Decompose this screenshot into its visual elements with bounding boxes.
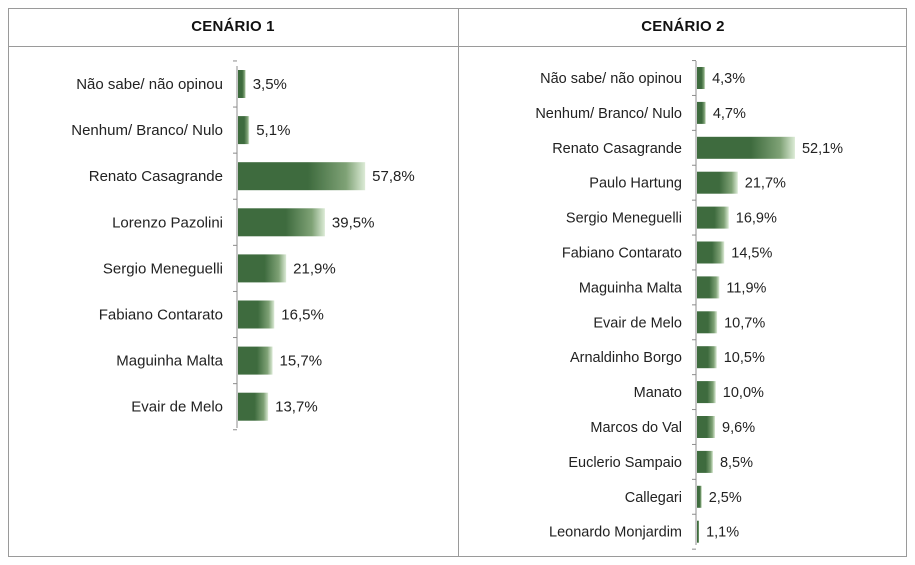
bar-c2-12 <box>697 485 702 508</box>
header-divider <box>8 46 907 47</box>
value-label: 1,1% <box>706 525 739 541</box>
value-label: 39,5% <box>332 214 375 231</box>
category-label: Maguinha Malta <box>116 353 223 370</box>
value-label: 13,7% <box>275 399 318 416</box>
bar-c2-1 <box>697 101 706 124</box>
bar-c2-11 <box>697 450 713 473</box>
category-label: Sergio Meneguelli <box>566 211 682 227</box>
value-label: 21,9% <box>293 260 336 277</box>
bar-c1-3 <box>238 208 325 237</box>
bar-c1-6 <box>238 346 273 375</box>
bar-c1-7 <box>238 392 269 421</box>
category-label: Manato <box>634 385 682 401</box>
category-label: Sergio Meneguelli <box>103 260 223 277</box>
bar-c2-13 <box>697 520 700 543</box>
bar-c2-5 <box>697 241 725 264</box>
category-label: Nenhum/ Branco/ Nulo <box>535 106 682 122</box>
category-label: Evair de Melo <box>131 399 223 416</box>
value-label: 14,5% <box>731 246 772 262</box>
value-label: 16,5% <box>281 307 324 324</box>
bar-c1-4 <box>238 254 287 283</box>
category-label: Paulo Hartung <box>589 176 682 192</box>
value-label: 52,1% <box>802 141 843 157</box>
category-label: Renato Casagrande <box>552 141 682 157</box>
bar-c2-4 <box>697 206 729 229</box>
value-label: 15,7% <box>280 353 323 370</box>
bar-c2-3 <box>697 171 738 194</box>
scenario-1-chart: Não sabe/ não opinou 3,5% Nenhum/ Branco/ … <box>71 60 415 431</box>
category-label: Não sabe/ não opinou <box>76 76 223 93</box>
category-label: Nenhum/ Branco/ Nulo <box>71 122 223 139</box>
bar-c2-6 <box>697 276 720 299</box>
value-label: 21,7% <box>745 176 786 192</box>
category-label: Evair de Melo <box>593 315 682 331</box>
category-label: Euclerio Sampaio <box>568 455 682 471</box>
value-label: 9,6% <box>722 420 755 436</box>
category-label: Maguinha Malta <box>579 280 683 296</box>
bar-c2-10 <box>697 416 716 438</box>
bar-c1-1 <box>238 116 250 145</box>
value-label: 11,9% <box>726 280 766 296</box>
value-label: 5,1% <box>256 122 290 139</box>
bar-c1-2 <box>238 162 366 191</box>
column-divider <box>458 8 459 557</box>
bar-c2-8 <box>697 346 717 369</box>
category-label: Fabiano Contarato <box>562 246 682 262</box>
value-label: 2,5% <box>709 490 742 506</box>
scenario-2-chart: Não sabe/ não opinou 4,3% Nenhum/ Branco/ … <box>535 60 843 550</box>
value-label: 8,5% <box>720 455 753 471</box>
value-label: 10,5% <box>724 350 765 366</box>
bar-c2-7 <box>697 311 718 334</box>
category-label: Não sabe/ não opinou <box>540 71 682 87</box>
table-frame <box>8 8 907 557</box>
scenario-2-header: CENÁRIO 2 <box>641 18 725 35</box>
bar-c1-0 <box>238 70 246 98</box>
value-label: 3,5% <box>253 76 287 93</box>
bar-c1-5 <box>238 300 275 329</box>
scenario-1-header: CENÁRIO 1 <box>191 18 275 35</box>
category-label: Callegari <box>625 490 682 506</box>
value-label: 10,0% <box>723 385 764 401</box>
category-label: Lorenzo Pazolini <box>112 214 223 231</box>
value-label: 4,7% <box>713 106 746 122</box>
category-label: Fabiano Contarato <box>99 307 223 324</box>
category-label: Leonardo Monjardim <box>549 525 682 541</box>
bar-c2-2 <box>697 136 795 159</box>
bar-c2-0 <box>697 67 706 89</box>
category-label: Renato Casagrande <box>89 168 223 185</box>
category-label: Marcos do Val <box>590 420 682 436</box>
value-label: 10,7% <box>724 315 765 331</box>
value-label: 4,3% <box>712 71 745 87</box>
bar-c2-9 <box>697 381 716 404</box>
value-label: 57,8% <box>372 168 415 185</box>
value-label: 16,9% <box>736 211 777 227</box>
category-label: Arnaldinho Borgo <box>570 350 682 366</box>
